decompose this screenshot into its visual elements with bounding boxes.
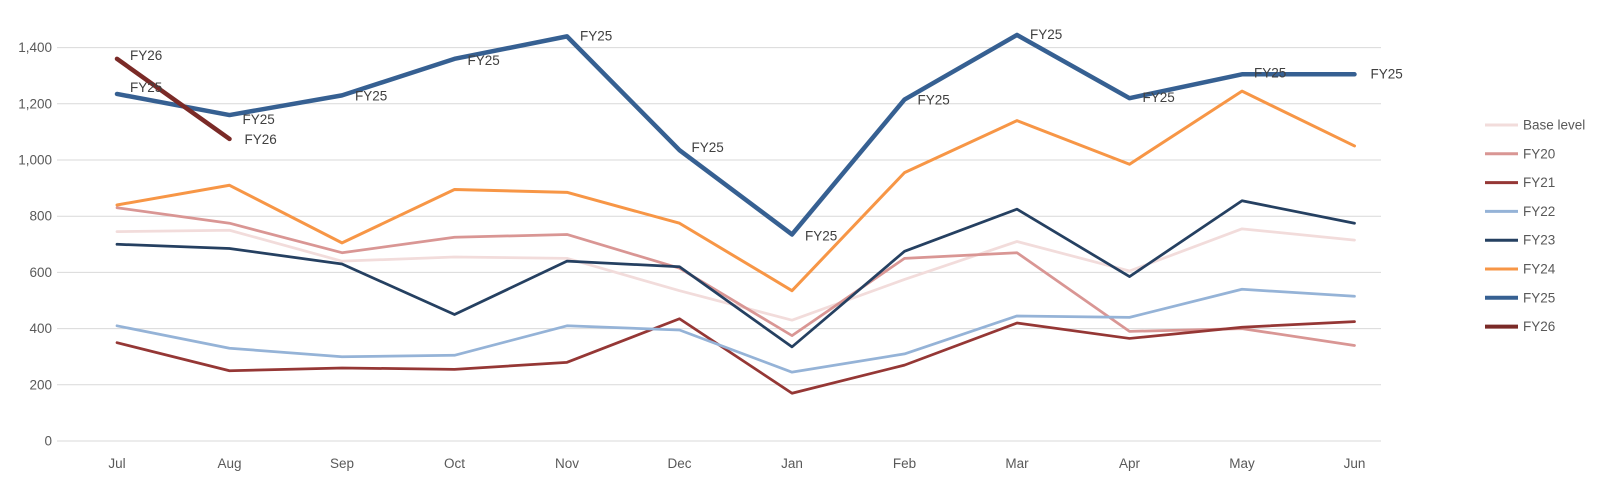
legend-item-fy25[interactable]: FY25 [1485, 290, 1555, 305]
series-line-fy25[interactable] [114, 32, 1357, 237]
series-data-label: FY26 [245, 132, 277, 147]
x-axis-label: Oct [444, 456, 465, 471]
series-data-label: FY25 [243, 112, 275, 127]
series-line-fy21[interactable] [115, 317, 1356, 395]
legend-label: FY22 [1523, 204, 1555, 219]
y-axis-tick-label: 800 [29, 209, 52, 224]
y-axis-tick-label: 1,000 [18, 153, 52, 168]
series-data-label: FY25 [1371, 66, 1403, 81]
legend-item-base-level[interactable]: Base level [1485, 118, 1585, 133]
y-axis: 0 200 400 600 800 1,000 1,200 1,400 [18, 40, 52, 448]
y-axis-tick-label: 600 [29, 265, 52, 280]
x-axis: Jul Aug Sep Oct Nov Dec Jan Feb Mar Apr May Jun [108, 456, 1365, 471]
series-line-fy22[interactable] [115, 287, 1356, 374]
series-data-label: FY25 [1254, 65, 1286, 80]
y-axis-tick-label: 1,400 [18, 40, 52, 55]
legend-item-fy22[interactable]: FY22 [1485, 204, 1555, 219]
legend-label: FY24 [1523, 262, 1556, 277]
series-line-fy26[interactable] [114, 56, 232, 142]
series-data-label: FY25 [580, 28, 612, 43]
legend-item-fy20[interactable]: FY20 [1485, 146, 1555, 161]
series-data-label: FY25 [692, 140, 724, 155]
x-axis-label: Nov [555, 456, 579, 471]
series-data-label: FY26 [130, 48, 162, 63]
x-axis-label: Dec [667, 456, 691, 471]
series-line-fy24[interactable] [115, 89, 1356, 293]
x-axis-label: Jan [781, 456, 803, 471]
x-axis-label: Feb [893, 456, 916, 471]
legend-item-fy24[interactable]: FY24 [1485, 262, 1556, 277]
series-data-label: FY25 [918, 93, 950, 108]
series-data-label: FY25 [130, 80, 162, 95]
x-axis-label: Apr [1119, 456, 1141, 471]
y-axis-tick-label: 0 [44, 434, 52, 449]
gridlines [57, 47, 1381, 442]
legend-label: FY25 [1523, 290, 1555, 305]
x-axis-label: Mar [1005, 456, 1029, 471]
series-data-label: FY25 [805, 228, 837, 243]
legend-item-fy21[interactable]: FY21 [1485, 175, 1555, 190]
x-axis-label: Jun [1344, 456, 1366, 471]
series-line-fy23[interactable] [115, 199, 1356, 349]
x-axis-label: May [1229, 456, 1255, 471]
legend-label: FY20 [1523, 146, 1555, 161]
x-axis-label: Jul [108, 456, 125, 471]
y-axis-tick-label: 1,200 [18, 96, 52, 111]
legend-item-fy26[interactable]: FY26 [1485, 319, 1555, 334]
legend-label: FY23 [1523, 233, 1555, 248]
series-data-label: FY25 [1143, 90, 1175, 105]
legend: Base level FY20 FY21 FY22 FY23 FY24 FY25 FY26 [1485, 118, 1585, 334]
series-data-label: FY25 [1030, 27, 1062, 42]
legend-item-fy23[interactable]: FY23 [1485, 233, 1555, 248]
legend-label: Base level [1523, 118, 1585, 133]
series-lines [114, 32, 1357, 395]
series-data-label: FY25 [468, 53, 500, 68]
legend-label: FY21 [1523, 175, 1555, 190]
y-axis-tick-label: 400 [29, 321, 52, 336]
x-axis-label: Sep [330, 456, 354, 471]
legend-label: FY26 [1523, 319, 1555, 334]
x-axis-label: Aug [217, 456, 241, 471]
series-line-fy20[interactable] [115, 206, 1356, 347]
series-data-label: FY25 [355, 88, 387, 103]
data-labels: FY26 FY25 FY25 FY26 FY25 FY25 FY25 FY25 FY25 FY25… [130, 27, 1403, 244]
y-axis-tick-label: 200 [29, 377, 52, 392]
